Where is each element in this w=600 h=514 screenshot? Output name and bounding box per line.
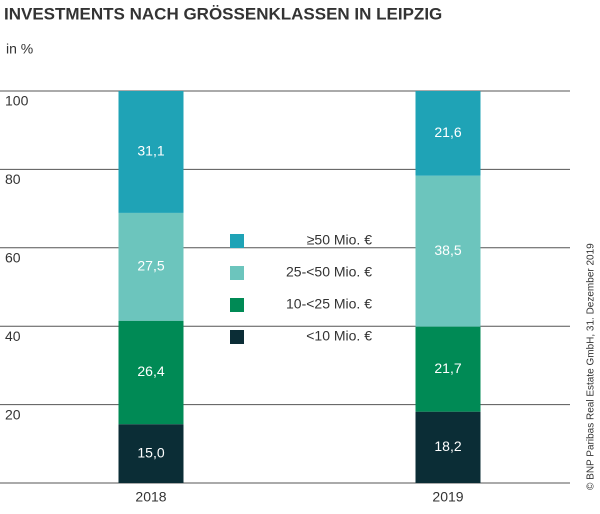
bar-segment <box>415 326 481 412</box>
value-label: 18,2 <box>434 438 461 454</box>
legend-swatch <box>230 298 244 312</box>
bar-segment <box>118 320 184 425</box>
x-tick-label: 2018 <box>135 489 166 505</box>
bar-segment <box>415 411 481 483</box>
bar-segment <box>118 212 184 321</box>
legend-swatch <box>230 330 244 344</box>
bar-segment <box>118 91 184 213</box>
value-label: 21,6 <box>434 124 461 140</box>
legend-swatch <box>230 266 244 280</box>
x-tick-label: 2019 <box>432 489 463 505</box>
y-tick-label: 20 <box>5 406 21 422</box>
value-label: 38,5 <box>434 242 461 258</box>
legend-label: 25-<50 Mio. € <box>286 264 372 280</box>
value-label: 27,5 <box>137 258 164 274</box>
chart-title: INVESTMENTS NACH GRÖSSENKLASSEN IN LEIPZ… <box>4 4 442 23</box>
y-tick-label: 60 <box>5 250 21 266</box>
legend-label: <10 Mio. € <box>306 328 372 344</box>
y-tick-label: 80 <box>5 171 21 187</box>
legend-label: 10-<25 Mio. € <box>286 296 372 312</box>
bar-segment <box>415 91 481 176</box>
legend-label: ≥50 Mio. € <box>307 232 372 248</box>
y-tick-label: 100 <box>5 93 29 109</box>
value-label: 15,0 <box>137 444 164 460</box>
value-label: 26,4 <box>137 363 164 379</box>
bar-segment <box>415 175 481 327</box>
y-axis-label: in % <box>6 41 33 57</box>
bar-segment <box>118 424 184 483</box>
y-tick-label: 40 <box>5 328 21 344</box>
value-label: 21,7 <box>434 360 461 376</box>
source-note: © BNP Paribas Real Estate GmbH, 31. Deze… <box>586 243 597 490</box>
value-label: 31,1 <box>137 143 164 159</box>
legend-swatch <box>230 234 244 248</box>
